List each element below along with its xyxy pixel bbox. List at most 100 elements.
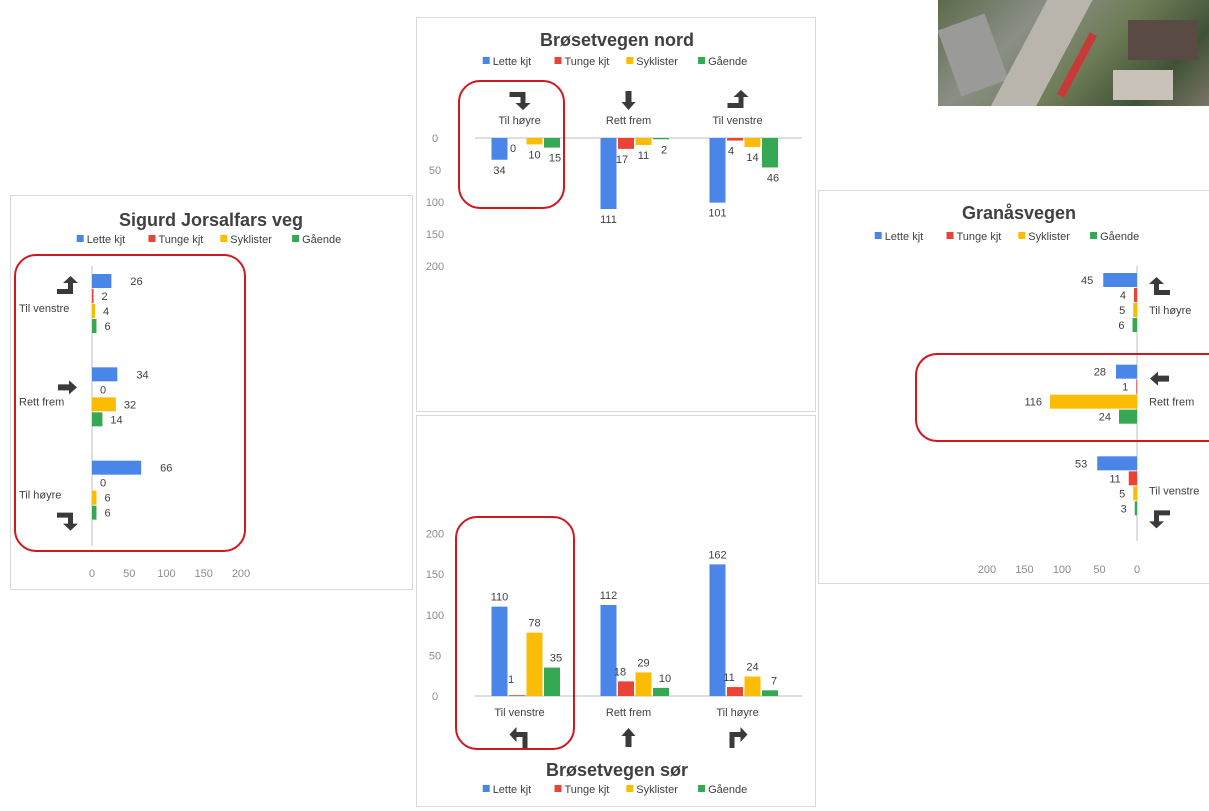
chart-panel-sor: 0 50 100 150 200 110 1 78 35 Til venstre 112 18 29 10… [416,415,816,807]
chart-brosetvegen-sor: 0 50 100 150 200 110 1 78 35 Til venstre 112 18 29 10… [426,529,802,796]
legend-label-3: Gående [708,56,747,68]
category-label: Til venstre [494,707,544,719]
x-tick-label: 0 [89,568,95,580]
bar-nord-1-2 [635,138,652,146]
bar-sigurd-0-2 [92,304,95,318]
turn-left-arrow-icon [727,90,749,108]
legend-label-2: Syklister [1028,231,1070,243]
legend-label-1: Tunge kjt [565,56,610,68]
bar-nord-2-0 [709,138,726,203]
data-label: 6 [104,321,110,333]
data-label: 29 [637,657,649,669]
data-label: 45 [1081,275,1093,287]
legend-label-0: Lette kjt [493,784,532,796]
bar-sigurd-2-0 [92,460,142,475]
category-label: Til høyre [1149,305,1191,317]
x-tick-label: 50 [123,568,135,580]
turn-left-arrow-icon [57,276,78,294]
data-label: 1 [508,674,514,686]
data-label: 7 [771,675,777,687]
bar-granas-2-3 [1134,501,1137,516]
straight-arrow-icon [58,380,77,395]
legend-swatch-3 [698,57,706,64]
category-label: Rett frem [606,707,651,719]
highlight-outline-sor [455,516,575,750]
bar-nord-0-3 [544,138,560,148]
data-label: 6 [104,508,110,520]
legend-swatch-2 [220,235,228,242]
y-tick-label: 150 [426,229,444,241]
bar-sigurd-2-3 [92,505,97,520]
bar-nord-2-1 [727,138,743,141]
bar-sigurd-0-1 [92,289,94,303]
chart-title: Brøsetvegen sør [546,760,688,780]
bar-nord-0-2 [526,138,543,145]
bar-sor-1-2 [635,672,652,696]
turn-right-arrow-icon [729,727,748,748]
data-label: 2 [661,144,667,156]
data-label: 0 [100,384,106,396]
aerial-photo [938,0,1209,106]
bar-sigurd-2-2 [92,490,97,505]
data-label: 116 [1024,397,1042,409]
data-label: 3 [1121,503,1127,515]
bar-granas-1-2 [1050,394,1137,409]
legend-label-0: Lette kjt [493,56,532,68]
bar-sor-0-2 [526,632,543,696]
legend-label-2: Syklister [636,56,678,68]
data-label: 0 [510,143,516,155]
data-label: 78 [528,618,540,630]
data-label: 35 [550,653,562,665]
legend-label-1: Tunge kjt [159,234,204,246]
bar-nord-2-2 [744,138,761,147]
legend-swatch-0 [76,235,84,242]
y-tick-label: 200 [426,529,444,541]
data-label: 11 [1109,473,1120,485]
y-tick-label: 0 [432,691,438,703]
category-label: Til høyre [498,115,540,127]
bar-granas-0-0 [1103,273,1137,287]
legend-label-3: Gående [1100,231,1139,243]
data-label: 1 [1122,382,1128,394]
data-label: 11 [638,150,649,162]
legend-swatch-2 [626,57,634,64]
bar-sigurd-1-0 [92,367,118,382]
data-label: 111 [600,214,617,226]
category-label: Til høyre [19,490,61,502]
bar-granas-0-3 [1132,318,1137,332]
legend-swatch-1 [554,57,562,64]
bar-sor-1-3 [653,687,669,696]
bar-sor-2-1 [727,687,743,696]
straight-arrow-icon [1150,371,1169,386]
data-label: 24 [746,662,758,674]
bar-sigurd-1-3 [92,412,103,427]
bar-sor-2-2 [744,676,761,696]
data-label: 101 [708,208,726,220]
data-label: 32 [124,399,136,411]
x-tick-label: 100 [157,568,175,580]
chart-panel-sigurd: Sigurd Jorsalfars veg Lette kjt Tunge kjt S… [10,195,413,590]
bar-nord-1-0 [600,138,617,210]
straight-arrow-icon [621,91,636,110]
y-tick-label: 50 [429,165,441,177]
category-label: Rett frem [19,396,64,408]
legend-swatch-0 [482,57,490,64]
turn-right-arrow-icon [57,512,78,531]
legend-label-2: Syklister [230,234,272,246]
data-label: 14 [746,152,758,164]
category-label: Til venstre [712,115,762,127]
data-label: 34 [136,369,148,381]
legend-swatch-3 [1090,232,1098,239]
data-label: 14 [110,414,122,426]
highlight-outline-nord [458,80,565,209]
y-tick-label: 50 [429,650,441,662]
bar-nord-2-3 [762,138,778,168]
data-label: 15 [549,153,561,165]
legend-label-2: Syklister [636,784,678,796]
chart-granasvegen: Granåsvegen Lette kjt Tunge kjt Syklister Gå… [874,203,1199,576]
data-label: 4 [103,306,109,318]
data-label: 34 [493,165,505,177]
y-tick-label: 100 [426,610,444,622]
chart-panel-nord: Brøsetvegen nord Lette kjt Tunge kjt Syklis… [416,17,816,412]
bar-sigurd-0-3 [92,319,97,333]
